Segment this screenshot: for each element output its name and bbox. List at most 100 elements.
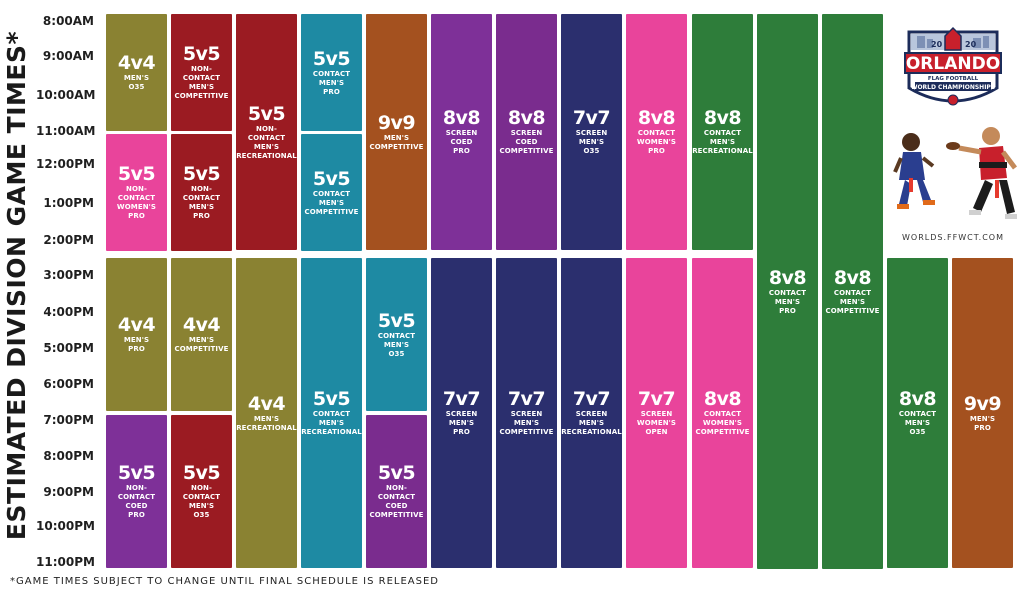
division-format: 5v5 [182,462,221,484]
division-detail: PRO [323,87,340,96]
division-detail: COED [125,502,148,510]
division-detail: O35 [583,147,600,155]
division-detail: MEN'S [513,419,540,427]
division-detail: COMPETITIVE [174,92,229,100]
division-detail: SCREEN [510,410,543,418]
division-detail: COED [385,502,408,510]
division-detail: MEN'S [188,336,215,344]
division-detail: WOMEN'S [702,419,743,427]
division-format: 4v4 [182,314,221,336]
time-label: 4:00PM [43,305,94,319]
division-detail: CONTACT [898,410,937,418]
division-detail: CONTACT [637,129,676,137]
division-detail: MEN'S [709,138,736,146]
division-detail: SCREEN [445,129,478,137]
division-detail: O35 [388,349,405,358]
division-detail: O35 [193,511,210,519]
division-detail: NON-CONTACT [247,124,286,142]
division-block: 8v8 SCREEN COED PRO [431,14,492,250]
division-block: 5v5 NON-CONTACT MEN'S COMPETITIVE [171,14,232,131]
division-block: 4v4 MEN'S O35 [106,14,167,131]
division-detail: WOMEN'S [116,203,157,211]
division-detail: SCREEN [510,129,543,137]
flag-football-players-icon [893,127,1017,219]
division-detail: MEN'S [578,138,605,146]
division-block: 8v8 CONTACT MEN'S O35 [887,258,948,568]
division-format: 4v4 [117,314,156,336]
division-detail: MEN'S [123,74,150,82]
division-detail: MEN'S [969,414,996,423]
division-detail: RECREATIONAL [301,428,362,436]
division-block: 5v5 CONTACT MEN'S O35 [366,258,427,411]
division-block: 8v8 CONTACT WOMEN'S COMPETITIVE [692,258,753,568]
division-format: 8v8 [703,107,742,129]
division-format: 5v5 [117,163,156,185]
division-detail: COMPETITIVE [499,147,554,155]
page-title: ESTIMATED DIVISION GAME TIMES* [0,0,34,570]
division-detail: COED [450,138,473,146]
division-detail: RECREATIONAL [236,423,297,432]
logo-line2: WORLD CHAMPIONSHIPS [911,84,995,91]
division-detail: MEN'S [448,419,475,427]
division-detail: MEN'S [318,78,345,87]
time-label: 6:00PM [43,377,94,391]
logo-shield-icon: 20 20 ORLANDO FLAG FOOTBALL WORLD CHAMPI… [904,26,1002,106]
division-block: 5v5 CONTACT MEN'S COMPETITIVE [301,134,362,251]
division-detail: O35 [128,83,145,91]
division-format: 8v8 [768,266,807,289]
time-label: 3:00PM [43,268,94,282]
division-format: 4v4 [247,392,286,415]
website-url[interactable]: WORLDS.FFWCT.COM [902,233,1004,242]
logo-year-left: 20 [931,40,943,49]
footnote: *GAME TIMES SUBJECT TO CHANGE UNTIL FINA… [10,576,440,587]
division-detail: COMPETITIVE [369,511,424,519]
division-detail: CONTACT [312,410,351,418]
division-block: 8v8 CONTACT MEN'S PRO [757,14,818,569]
logo-city: ORLANDO [906,54,1000,74]
division-block: 5v5 CONTACT MEN'S RECREATIONAL [301,258,362,568]
division-detail: MEN'S [578,419,605,427]
division-block: 5v5 NON-CONTACT WOMEN'S PRO [106,134,167,251]
division-detail: MEN'S [383,340,410,349]
time-label: 10:00AM [36,88,96,102]
division-block: 9v9 MEN'S PRO [952,258,1013,568]
time-label: 12:00PM [36,157,95,171]
division-block: 4v4 MEN'S RECREATIONAL [236,258,297,568]
division-detail: RECREATIONAL [236,151,297,160]
division-detail: PRO [453,147,470,155]
division-detail: MEN'S [383,133,410,142]
division-block: 8v8 SCREEN COED COMPETITIVE [496,14,557,250]
division-detail: MEN'S [774,297,801,306]
division-detail: PRO [128,345,145,353]
division-format: 5v5 [312,388,351,410]
division-format: 7v7 [572,388,611,410]
division-detail: COMPETITIVE [304,207,359,216]
division-block: 7v7 SCREEN MEN'S PRO [431,258,492,568]
division-block: 5v5 CONTACT MEN'S PRO [301,14,362,131]
time-label: 8:00AM [42,14,94,28]
division-format: 9v9 [377,111,416,134]
division-format: 5v5 [377,309,416,332]
division-detail: NON-CONTACT [377,484,416,501]
division-detail: COMPETITIVE [499,428,554,436]
division-detail: PRO [648,147,665,155]
division-block: 4v4 MEN'S PRO [106,258,167,411]
division-block: 8v8 CONTACT WOMEN'S PRO [626,14,687,250]
time-label: 11:00AM [36,124,96,138]
time-label: 9:00AM [42,49,94,63]
division-detail: MEN'S [318,198,345,207]
logo-line1: FLAG FOOTBALL [928,76,979,82]
division-format: 8v8 [442,107,481,129]
division-detail: CONTACT [312,189,351,198]
division-block: 8v8 CONTACT MEN'S COMPETITIVE [822,14,883,569]
division-detail: CONTACT [703,129,742,137]
division-detail: SCREEN [575,129,608,137]
division-block: 5v5 NON-CONTACT MEN'S O35 [171,415,232,568]
division-format: 8v8 [507,107,546,129]
division-detail: PRO [193,212,210,220]
division-detail: OPEN [645,428,668,436]
division-detail: PRO [974,423,991,432]
players-illustration [893,122,1021,228]
time-label: 10:00PM [36,519,95,533]
division-format: 8v8 [833,266,872,289]
